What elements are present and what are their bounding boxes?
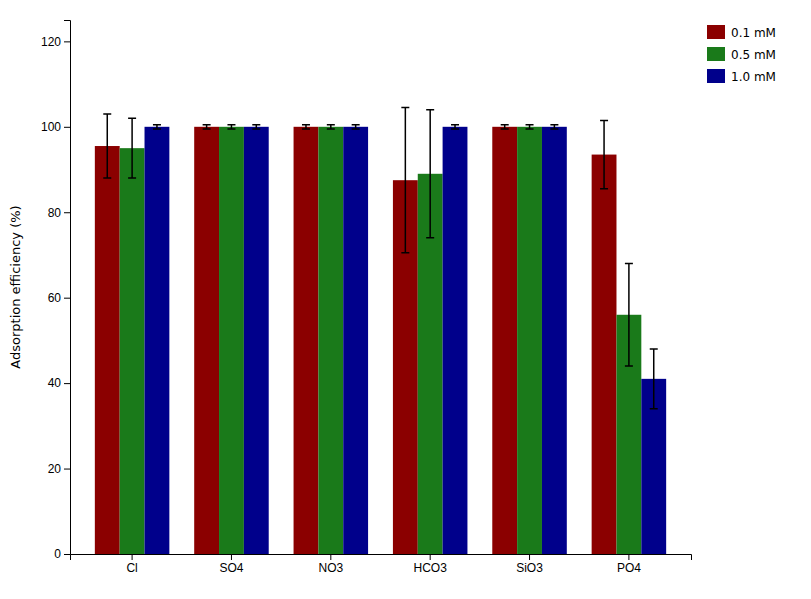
error-bars (103, 108, 608, 253)
tick-mark (330, 554, 331, 560)
legend-item: 0.1 mM (707, 25, 776, 40)
tick-label: SO4 (219, 561, 243, 575)
bar (492, 127, 517, 554)
tick-mark (64, 298, 70, 299)
tick-label: HCO3 (414, 561, 448, 575)
x-tick: SiO3 (516, 554, 543, 575)
error-bar (128, 118, 136, 178)
x-tick: SO4 (219, 554, 243, 575)
bar (294, 127, 319, 554)
legend-item: 0.5 mM (707, 47, 776, 62)
tick-mark (64, 127, 70, 128)
x-tick: NO3 (318, 554, 343, 575)
x-tick: Cl (126, 554, 137, 575)
error-bar (625, 264, 633, 367)
tick-label: 60 (48, 291, 62, 305)
y-tick: 100 (41, 120, 70, 134)
axis-line (71, 555, 692, 561)
error-bar (103, 114, 111, 178)
x-tick: PO4 (617, 554, 641, 575)
error-bar (426, 110, 434, 238)
error-bar (401, 108, 409, 253)
x-axis: Cl SO4 NO3 HCO3 SiO3 PO4 (71, 554, 692, 575)
legend-label: 0.5 mM (731, 48, 776, 62)
tick-mark (529, 554, 530, 560)
error-bars (128, 110, 633, 366)
tick-label: 120 (41, 35, 61, 49)
error-bar (650, 349, 658, 409)
bar (318, 127, 343, 554)
bar (343, 127, 368, 554)
legend-label: 0.1 mM (731, 26, 776, 40)
error-bar (526, 125, 534, 129)
error-bar (600, 120, 608, 188)
error-bar (352, 125, 360, 129)
legend-item: 1.0 mM (707, 69, 776, 84)
error-bar (501, 125, 509, 129)
tick-label: NO3 (318, 561, 343, 575)
y-axis: 0 20 40 60 80 100 120 (41, 21, 71, 562)
tick-label: SiO3 (516, 561, 543, 575)
bar (592, 155, 617, 554)
tick-label: Cl (126, 561, 137, 575)
tick-mark (628, 554, 629, 560)
tick-label: 100 (41, 120, 61, 134)
tick-mark (64, 383, 70, 384)
tick-label: 80 (48, 206, 62, 220)
plot: Cl SO4 NO3 HCO3 SiO3 PO4 0 20 40 60 80 100 120 (41, 21, 692, 575)
y-tick: 120 (41, 35, 70, 49)
y-tick: 0 (54, 547, 70, 561)
tick-mark (132, 554, 133, 560)
bar (219, 127, 244, 554)
error-bars (153, 125, 658, 409)
y-tick: 20 (48, 462, 70, 476)
tick-mark (64, 554, 70, 555)
bar (244, 127, 269, 554)
tick-mark (231, 554, 232, 560)
tick-mark (64, 469, 70, 470)
legend-label: 1.0 mM (731, 70, 776, 84)
legend-swatch (707, 47, 725, 61)
chart: Cl SO4 NO3 HCO3 SiO3 PO4 0 20 40 60 80 100 120 Adsorp… (0, 0, 811, 599)
error-bar (203, 125, 211, 129)
tick-mark (64, 41, 70, 42)
error-bar (302, 125, 310, 129)
bar (145, 127, 170, 554)
series (120, 127, 642, 554)
error-bar (451, 125, 459, 129)
error-bar (153, 125, 161, 129)
error-bar (327, 125, 335, 129)
legend-swatch (707, 25, 725, 39)
tick-label: 40 (48, 376, 62, 390)
tick-label: 20 (48, 462, 62, 476)
series (95, 127, 617, 554)
bar (95, 146, 120, 554)
bar (542, 127, 567, 554)
y-tick: 40 (48, 376, 70, 390)
legend: 0.1 mM 0.5 mM 1.0 mM (707, 25, 776, 84)
y-tick: 80 (48, 206, 70, 220)
error-bar (227, 125, 235, 129)
error-bar (252, 125, 260, 129)
bar (443, 127, 468, 554)
error-bar (550, 125, 558, 129)
bar (517, 127, 542, 554)
tick-mark (430, 554, 431, 560)
tick-label: 0 (54, 547, 61, 561)
bar (194, 127, 219, 554)
y-tick: 60 (48, 291, 70, 305)
marks (95, 108, 666, 554)
axis-line (64, 21, 71, 555)
bar (120, 148, 145, 554)
y-axis-title: Adsorption efficiency (%) (8, 205, 23, 368)
x-tick: HCO3 (414, 554, 448, 575)
tick-mark (64, 212, 70, 213)
legend-swatch (707, 69, 725, 83)
tick-label: PO4 (617, 561, 641, 575)
